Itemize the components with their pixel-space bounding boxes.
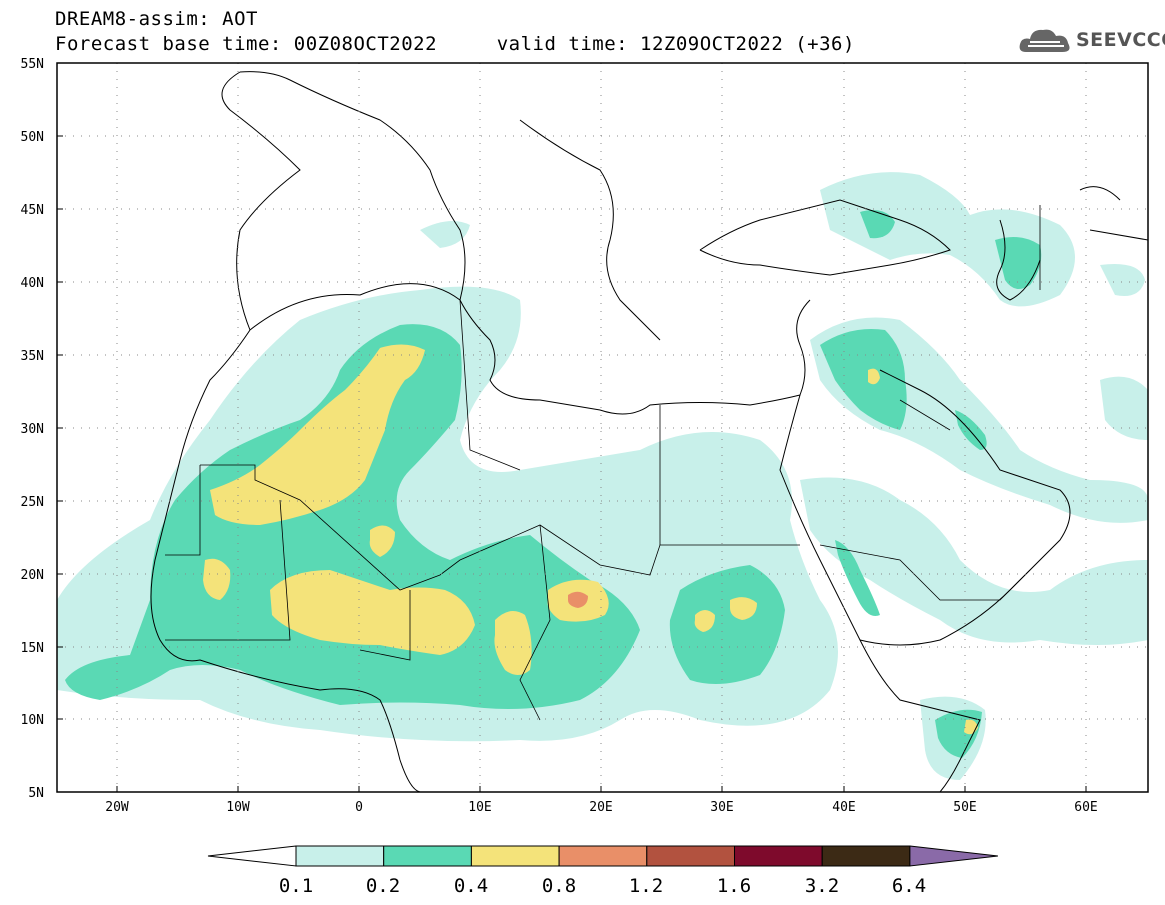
colorbar-label: 6.4 [892, 875, 926, 897]
lon-label: 40E [832, 800, 855, 815]
lat-label: 15N [21, 641, 44, 656]
cloud-icon [1019, 29, 1070, 52]
lon-label: 10E [468, 800, 491, 815]
colorbar-swatch [734, 845, 823, 867]
coastlines [150, 71, 1148, 792]
lat-label: 35N [21, 349, 44, 364]
colorbar-labels: 0.1 0.2 0.4 0.8 1.2 1.6 3.2 6.4 [279, 875, 926, 897]
colorbar-label: 0.8 [542, 875, 576, 897]
colorbar-label: 0.1 [279, 875, 313, 897]
colorbar-label: 0.4 [454, 875, 488, 897]
lat-label: 55N [21, 57, 44, 72]
lat-labels: 55N 50N 45N 40N 35N 30N 25N 20N 15N 10N … [21, 57, 44, 801]
colorbar-swatch [646, 845, 735, 867]
colorbar-arrow-high [909, 845, 998, 867]
seevccc-logo: SEEVCCC [1018, 24, 1165, 58]
lat-label: 45N [21, 203, 44, 218]
lon-label: 0 [355, 800, 363, 815]
colorbar-label: 0.2 [366, 875, 400, 897]
aot-band-0.4 [203, 344, 978, 735]
lat-label: 5N [28, 786, 44, 801]
logo-text: SEEVCCC [1076, 29, 1165, 51]
lat-label: 30N [21, 422, 44, 437]
map-title: DREAM8-assim: AOT [55, 8, 258, 30]
lon-label: 20W [105, 800, 129, 815]
colorbar-label: 1.6 [717, 875, 751, 897]
colorbar-label: 3.2 [805, 875, 839, 897]
lon-label: 20E [589, 800, 612, 815]
aot-band-0.2 [65, 209, 1042, 758]
lon-label: 50E [953, 800, 976, 815]
colorbar-swatch [558, 845, 648, 867]
lat-label: 10N [21, 713, 44, 728]
lon-label: 60E [1074, 800, 1097, 815]
colorbar-swatch [821, 845, 911, 867]
colorbar [207, 845, 998, 867]
aot-band-0.8 [568, 591, 588, 608]
colorbar-swatch [383, 845, 472, 867]
lon-label: 10W [226, 800, 250, 815]
forecast-times: Forecast base time: 00Z08OCT2022 valid t… [55, 33, 855, 55]
colorbar-swatch [470, 845, 560, 867]
colorbar-label: 1.2 [629, 875, 663, 897]
lon-labels: 20W 10W 0 10E 20E 30E 40E 50E 60E [105, 800, 1097, 815]
aot-field [57, 172, 1148, 780]
lat-label: 40N [21, 276, 44, 291]
tick-marks [57, 135, 1087, 792]
borders [165, 205, 1041, 721]
lat-label: 25N [21, 495, 44, 510]
lat-label: 20N [21, 568, 44, 583]
colorbar-swatch [295, 845, 385, 867]
lat-label: 50N [21, 130, 44, 145]
colorbar-arrow-low [207, 845, 297, 867]
lon-label: 30E [710, 800, 733, 815]
